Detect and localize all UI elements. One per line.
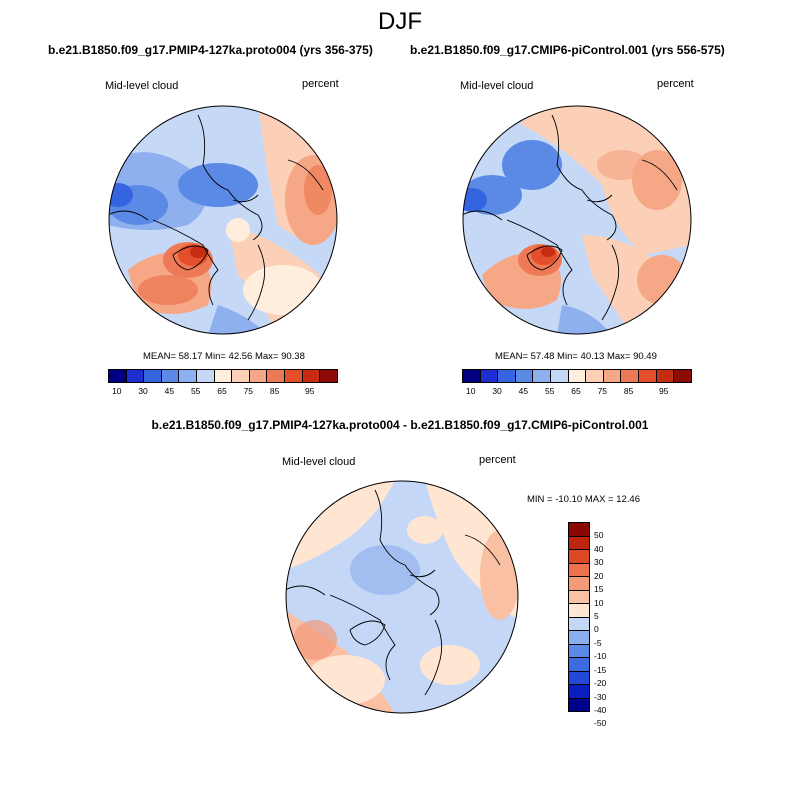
colorbar-tick-label: 40 bbox=[594, 543, 604, 554]
colorbar-diff bbox=[568, 522, 590, 712]
polar-map-cmip6 bbox=[462, 105, 692, 335]
colorbar-box bbox=[569, 617, 589, 631]
colorbar-box bbox=[569, 536, 589, 550]
colorbar-tick-label: 55 bbox=[190, 386, 201, 396]
colorbar-tick-label: 75 bbox=[243, 386, 254, 396]
units-label-diff: percent bbox=[479, 454, 516, 466]
colorbar-box bbox=[109, 370, 127, 382]
colorbar-box bbox=[569, 590, 589, 604]
colorbar-box bbox=[569, 631, 589, 645]
colorbar-tick-label: 85 bbox=[623, 386, 634, 396]
colorbar-box bbox=[551, 370, 569, 382]
colorbar-box bbox=[126, 370, 145, 382]
variable-label-pmip4: Mid-level cloud bbox=[105, 80, 179, 92]
colorbar-tick-label: 95 bbox=[658, 386, 669, 396]
colorbar-box bbox=[197, 370, 215, 382]
stats-pmip4: MEAN= 58.17 Min= 42.56 Max= 90.38 bbox=[143, 351, 305, 362]
colorbar-box bbox=[569, 563, 589, 577]
variable-label-cmip6: Mid-level cloud bbox=[460, 80, 534, 92]
colorbar-box bbox=[621, 370, 640, 382]
colorbar-box bbox=[569, 577, 589, 591]
colorbar-box bbox=[569, 523, 589, 537]
variable-label-diff: Mid-level cloud bbox=[282, 456, 356, 468]
units-label-cmip6: percent bbox=[657, 78, 694, 90]
colorbar-box bbox=[568, 370, 587, 382]
colorbar-tick-label: 0 bbox=[594, 624, 599, 635]
colorbar-cmip6 bbox=[462, 369, 692, 383]
colorbar-box bbox=[498, 370, 516, 382]
colorbar-tick-label: 30 bbox=[594, 557, 604, 568]
colorbar-tick-label: 20 bbox=[594, 570, 604, 581]
colorbar-box bbox=[569, 685, 589, 699]
panel-title-pmip4: b.e21.B1850.f09_g17.PMIP4-127ka.proto004… bbox=[48, 43, 373, 57]
colorbar-box bbox=[480, 370, 499, 382]
colorbar-box bbox=[267, 370, 286, 382]
colorbar-tick-label: 85 bbox=[269, 386, 280, 396]
colorbar-tick-label: 15 bbox=[594, 584, 604, 595]
colorbar-box bbox=[639, 370, 657, 382]
colorbar-tick-label: 55 bbox=[544, 386, 555, 396]
colorbar-box bbox=[569, 604, 589, 618]
colorbar-tick-label: 30 bbox=[138, 386, 148, 396]
colorbar-box bbox=[463, 370, 481, 382]
colorbar-tick-label: 95 bbox=[304, 386, 315, 396]
stats-cmip6: MEAN= 57.48 Min= 40.13 Max= 90.49 bbox=[495, 351, 657, 362]
colorbar-box bbox=[569, 550, 589, 564]
colorbar-tick-label: -30 bbox=[594, 691, 607, 702]
colorbar-tick-label: 75 bbox=[597, 386, 608, 396]
colorbar-box bbox=[569, 671, 589, 685]
colorbar-box bbox=[161, 370, 180, 382]
colorbar-tick-label: 10 bbox=[594, 597, 604, 608]
colorbar-box bbox=[249, 370, 268, 382]
colorbar-box bbox=[285, 370, 303, 382]
colorbar-tick-label: 10 bbox=[466, 386, 476, 396]
colorbar-box bbox=[603, 370, 622, 382]
colorbar-tick-label: -15 bbox=[594, 664, 607, 675]
colorbar-box bbox=[515, 370, 534, 382]
colorbar-box bbox=[302, 370, 321, 382]
colorbar-tick-label: -50 bbox=[594, 718, 607, 729]
colorbar-tick-label: -5 bbox=[594, 637, 602, 648]
polar-map-diff bbox=[285, 480, 519, 714]
colorbar-box bbox=[569, 698, 589, 711]
colorbar-tick-label: 30 bbox=[492, 386, 502, 396]
colorbar-box bbox=[674, 370, 691, 382]
polar-map-pmip4 bbox=[108, 105, 338, 335]
colorbar-box bbox=[569, 658, 589, 672]
colorbar-tick-label: -20 bbox=[594, 678, 607, 689]
panel-title-cmip6: b.e21.B1850.f09_g17.CMIP6-piControl.001 … bbox=[410, 43, 725, 57]
colorbar-box bbox=[656, 370, 675, 382]
colorbar-box bbox=[533, 370, 552, 382]
colorbar-box bbox=[586, 370, 604, 382]
colorbar-box bbox=[214, 370, 233, 382]
colorbar-tick-label: -40 bbox=[594, 705, 607, 715]
season-title: DJF bbox=[378, 8, 422, 35]
diff-title: b.e21.B1850.f09_g17.PMIP4-127ka.proto004… bbox=[151, 418, 649, 432]
colorbar-box bbox=[144, 370, 162, 382]
colorbar-pmip4 bbox=[108, 369, 338, 383]
colorbar-tick-label: 45 bbox=[164, 386, 175, 396]
colorbar-tick-label: 50 bbox=[594, 530, 604, 541]
colorbar-tick-label: 65 bbox=[217, 386, 227, 396]
colorbar-tick-label: 5 bbox=[594, 611, 599, 621]
units-label-pmip4: percent bbox=[302, 78, 339, 90]
stats-diff: MIN = -10.10 MAX = 12.46 bbox=[527, 494, 641, 505]
colorbar-tick-label: 45 bbox=[518, 386, 529, 396]
colorbar-tick-label: 10 bbox=[112, 386, 122, 396]
colorbar-tick-label: -10 bbox=[594, 651, 607, 662]
colorbar-box bbox=[320, 370, 337, 382]
colorbar-box bbox=[232, 370, 250, 382]
colorbar-box bbox=[569, 644, 589, 658]
colorbar-tick-label: 65 bbox=[571, 386, 581, 396]
colorbar-box bbox=[179, 370, 198, 382]
